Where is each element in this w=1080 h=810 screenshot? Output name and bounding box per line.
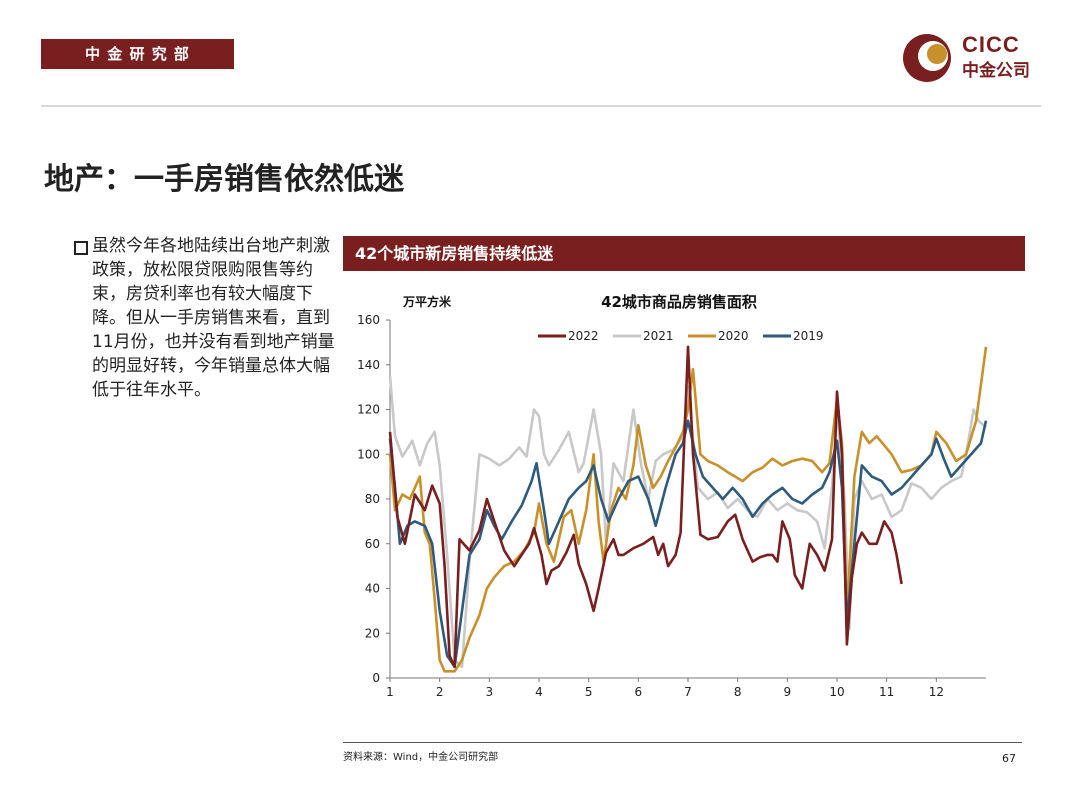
source-note: 资料来源：Wind，中金公司研究部 [343,752,499,763]
y-tick-label: 80 [365,492,380,506]
legend-label-2022: 2022 [568,329,599,343]
legend-label-2019: 2019 [793,329,824,343]
x-tick-label: 3 [486,685,494,699]
y-tick-label: 60 [365,537,380,551]
department-tag: 中 金 研 究 部 [41,39,234,69]
x-tick-label: 10 [829,685,844,699]
x-tick-label: 1 [386,685,394,699]
footer-divider [343,742,1022,743]
cicc-logo: CICC 中金公司 [900,30,1045,86]
x-tick-label: 9 [784,685,792,699]
legend-label-2021: 2021 [643,329,674,343]
chart-banner: 42个城市新房销售持续低迷 [343,236,1025,271]
legend: 2022 2021 2020 2019 [538,329,824,343]
x-tick-label: 8 [734,685,742,699]
chart-title: 42城市商品房销售面积 [601,293,757,311]
y-tick-label: 140 [357,358,380,372]
y-tick-label: 120 [357,403,380,417]
legend-label-2020: 2020 [718,329,749,343]
series-lines [388,345,988,673]
series-line-2022 [388,345,903,669]
x-tick-label: 11 [879,685,894,699]
x-tick-label: 6 [635,685,643,699]
y-tick-label: 0 [372,671,380,685]
bullet-text: 虽然今年各地陆续出台地产刺激政策，放松限贷限购限售等约束，房贷利率也有较大幅度下… [92,236,335,400]
x-tick-label: 4 [535,685,543,699]
y-tick-label: 20 [365,626,380,640]
x-tick-label: 12 [929,685,944,699]
y-tick-label: 100 [357,447,380,461]
y-axis-label: 万平方米 [402,294,452,309]
logo-text-cn: 中金公司 [962,61,1030,81]
cicc-logo-mark [903,34,951,82]
x-tick-label: 7 [684,685,692,699]
logo-text-en: CICC [962,32,1020,57]
series-line-2020 [388,346,988,673]
y-tick-label: 40 [365,582,380,596]
page-number: 67 [1002,752,1016,765]
header-divider [41,105,1041,107]
y-tick-label: 160 [357,313,380,327]
x-tick-label: 2 [436,685,444,699]
bullet-square-icon [74,241,88,255]
x-tick-label: 5 [585,685,593,699]
series-line-2019 [388,419,988,669]
page-title: 地产：一手房销售依然低迷 [44,162,404,197]
